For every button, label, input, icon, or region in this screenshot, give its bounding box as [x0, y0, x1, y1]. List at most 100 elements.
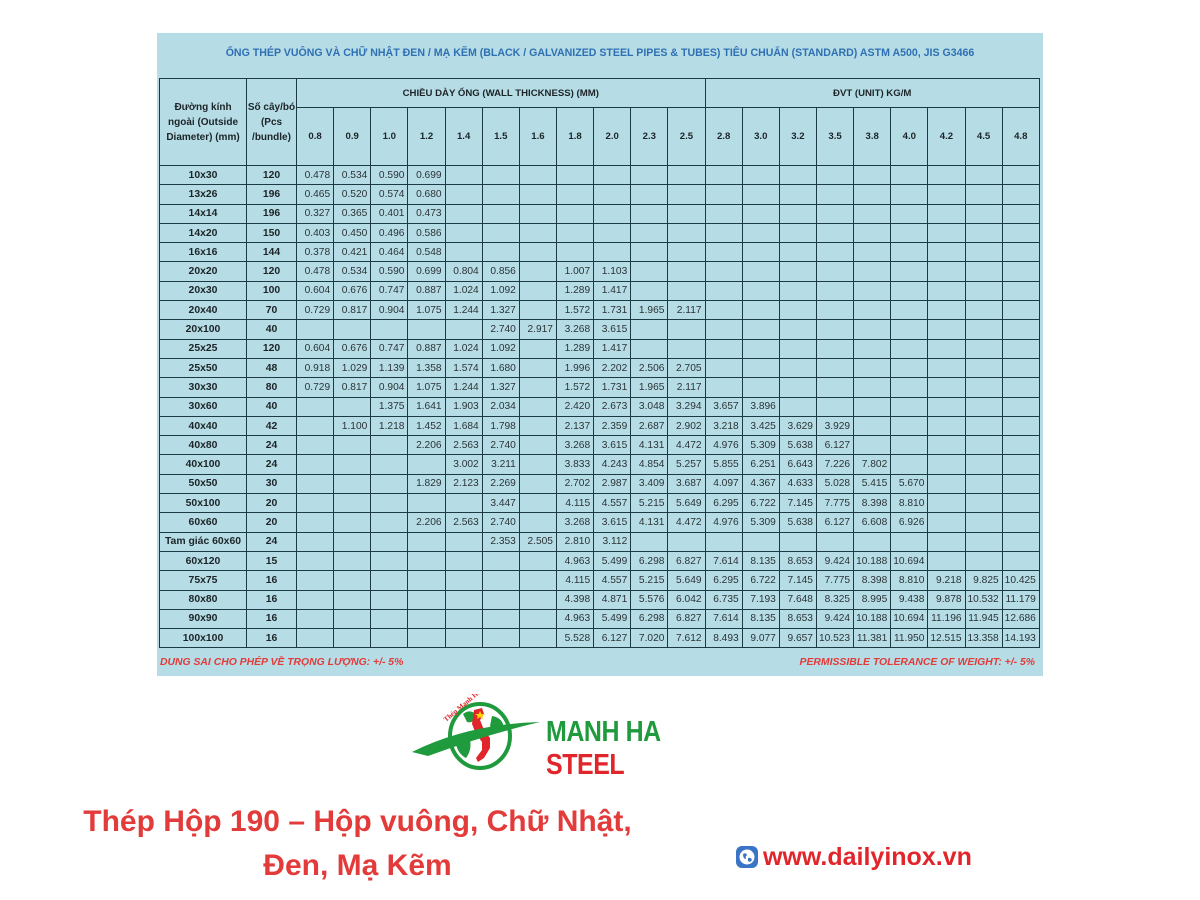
weight-cell: 1.452 [407, 415, 446, 437]
table-row: 20x30 100 0.604 0.676 0.747 0.887 1.024 1.092 1.… [159, 280, 1040, 302]
weight-cell: 2.359 [593, 415, 632, 437]
weight-cell [333, 473, 372, 495]
weight-cell [853, 338, 892, 359]
weight-cell [964, 338, 1003, 359]
weight-cell [407, 570, 446, 591]
weight-cell [295, 550, 335, 572]
weight-cell [667, 280, 706, 302]
weight-cell: 2.740 [481, 319, 520, 340]
table-row: Tam giác 60x60 24 2.353 2.505 2.810 3.112 [159, 531, 1040, 552]
weight-cell [1001, 300, 1040, 321]
weight-cell [890, 184, 929, 205]
weight-cell [630, 184, 669, 205]
weight-cell: 0.904 [370, 300, 409, 321]
size-cell: 14x14 [159, 203, 247, 224]
table-row: 60x120 15 4.963 5.499 6.298 6.827 7.614 8.135 8.… [159, 550, 1040, 572]
weight-cell: 1.244 [444, 300, 483, 321]
weight-cell [295, 589, 335, 610]
weight-cell [964, 396, 1003, 417]
table-row: 14x14 196 0.327 0.365 0.401 0.473 [159, 203, 1040, 224]
weight-cell: 0.496 [370, 222, 409, 244]
weight-cell [890, 164, 929, 186]
weight-cell [853, 280, 892, 302]
size-cell: 20x40 [159, 300, 247, 321]
weight-cell [890, 203, 929, 224]
weight-cell [444, 164, 483, 186]
weight-cell [704, 184, 743, 205]
weight-cell [1001, 338, 1040, 359]
weight-cell [890, 396, 929, 417]
weight-cell: 9.825 [964, 570, 1003, 591]
pcs-cell: 16 [246, 608, 297, 630]
weight-cell [518, 608, 557, 630]
weight-cell: 2.202 [593, 357, 632, 379]
size-cell: Tam giác 60x60 [159, 531, 247, 552]
table-row: 20x20 120 0.478 0.534 0.590 0.699 0.804 0.856 1.… [159, 261, 1040, 282]
weight-cell: 11.179 [1001, 589, 1040, 610]
weight-cell [370, 628, 409, 649]
size-cell: 60x120 [159, 550, 247, 572]
weight-cell [630, 531, 669, 552]
table-row: 75x75 16 4.115 4.557 5.215 5.649 6.295 6.722 7.1… [159, 570, 1040, 591]
weight-cell [333, 396, 372, 417]
weight-cell [927, 493, 966, 514]
size-cell: 100x100 [159, 628, 247, 649]
weight-cell: 0.817 [333, 377, 372, 398]
weight-cell: 7.648 [778, 589, 817, 610]
weight-cell: 6.827 [667, 608, 706, 630]
weight-cell: 6.827 [667, 550, 706, 572]
table-row: 40x100 24 3.002 3.211 3.833 4.243 4.854 5.257 5.… [159, 454, 1040, 475]
weight-cell [853, 300, 892, 321]
size-cell: 20x20 [159, 261, 247, 282]
weight-cell [704, 377, 743, 398]
weight-cell: 0.464 [370, 242, 409, 263]
weight-cell [927, 473, 966, 495]
weight-cell [964, 512, 1003, 533]
weight-cell [853, 319, 892, 340]
weight-cell [555, 222, 595, 244]
weight-cell [333, 589, 372, 610]
weight-cell [964, 203, 1003, 224]
weight-cell: 3.211 [481, 454, 520, 475]
weight-cell [295, 512, 335, 533]
weight-cell [518, 203, 557, 224]
weight-cell [1001, 493, 1040, 514]
weight-cell: 8.653 [778, 550, 817, 572]
weight-cell [333, 628, 372, 649]
weight-cell [964, 300, 1003, 321]
weight-cell [407, 550, 446, 572]
weight-cell: 0.590 [370, 261, 409, 282]
weight-cell [444, 242, 483, 263]
weight-cell [815, 164, 855, 186]
weight-cell: 2.705 [667, 357, 706, 379]
weight-cell [333, 319, 372, 340]
weight-cell: 1.024 [444, 338, 483, 359]
weight-cell: 1.029 [333, 357, 372, 379]
weight-cell [333, 435, 372, 456]
size-cell: 40x100 [159, 454, 247, 475]
weight-cell: 3.657 [704, 396, 743, 417]
weight-cell: 6.643 [778, 454, 817, 475]
weight-cell [964, 435, 1003, 456]
pcs-cell: 70 [246, 300, 297, 321]
size-cell: 30x60 [159, 396, 247, 417]
weight-cell [295, 531, 335, 552]
weight-cell [815, 184, 855, 205]
weight-cell [964, 261, 1003, 282]
weight-cell [890, 222, 929, 244]
table-row: 50x50 30 1.829 2.123 2.269 2.702 2.987 3.409 3.6… [159, 473, 1040, 495]
weight-cell [555, 164, 595, 186]
pcs-cell: 120 [246, 338, 297, 359]
table-row: 50x100 20 3.447 4.115 4.557 5.215 5.649 6.295 6.… [159, 493, 1040, 514]
weight-cell [778, 203, 817, 224]
weight-cell [704, 261, 743, 282]
weight-cell [630, 280, 669, 302]
website-link[interactable]: www.dailyinox.vn [735, 840, 972, 874]
website-url[interactable]: www.dailyinox.vn [763, 842, 972, 871]
weight-cell [295, 415, 335, 437]
weight-cell: 0.604 [295, 280, 335, 302]
weight-cell [964, 531, 1003, 552]
weight-cell [741, 319, 780, 340]
weight-cell [927, 261, 966, 282]
table-row: 90x90 16 4.963 5.499 6.298 6.827 7.614 8.135 8.6… [159, 608, 1040, 630]
